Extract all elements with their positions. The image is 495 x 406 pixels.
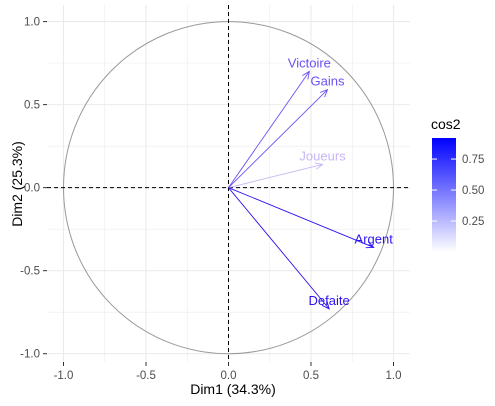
- cos2-legend: cos2 0.75 0.50 0.25: [431, 116, 484, 252]
- legend-ticks: 0.75 0.50 0.25: [432, 154, 484, 228]
- variable-label: Gains: [311, 74, 345, 89]
- variable-arrow: [228, 162, 324, 189]
- axis-ticks: -1.0 -0.5 0.0 0.5 1.0 -1.0 -0.5 0.0 0.5 1.0: [20, 17, 401, 382]
- legend-tick-label: 0.75: [462, 154, 484, 166]
- legend-tick-label: 0.25: [462, 216, 484, 228]
- y-tick-label: -0.5: [20, 266, 40, 278]
- x-tick-label: -1.0: [54, 370, 74, 382]
- variable-arrow: [228, 187, 375, 249]
- legend-colorbar: [432, 138, 456, 252]
- variable-label: Victoire: [288, 55, 331, 70]
- x-axis-title: Dim1 (34.3%): [190, 381, 276, 397]
- x-tick-label: 0.0: [221, 370, 237, 382]
- x-tick-label: 0.5: [303, 370, 319, 382]
- variable-label: Argent: [355, 231, 394, 246]
- variable-arrows: [228, 70, 375, 310]
- variable-arrow: [228, 187, 330, 310]
- x-tick-label: 1.0: [386, 370, 402, 382]
- variable-label: Joueurs: [299, 148, 346, 163]
- variable-arrow: [228, 70, 310, 188]
- y-tick-label: 0.5: [24, 100, 40, 112]
- x-tick-label: -0.5: [136, 370, 156, 382]
- y-tick-label: 1.0: [24, 17, 40, 29]
- legend-title: cos2: [431, 116, 461, 132]
- y-tick-label: -1.0: [20, 349, 40, 361]
- plot-panel: [47, 5, 410, 362]
- legend-tick-label: 0.50: [462, 185, 484, 197]
- variable-label: Defaite: [309, 293, 350, 308]
- y-tick-label: 0.0: [24, 183, 40, 195]
- variable-labels: Victoire Gains Joueurs Argent Defaite: [288, 55, 393, 307]
- y-axis-title: Dim2 (25.3%): [9, 141, 25, 227]
- variable-arrow: [228, 88, 329, 188]
